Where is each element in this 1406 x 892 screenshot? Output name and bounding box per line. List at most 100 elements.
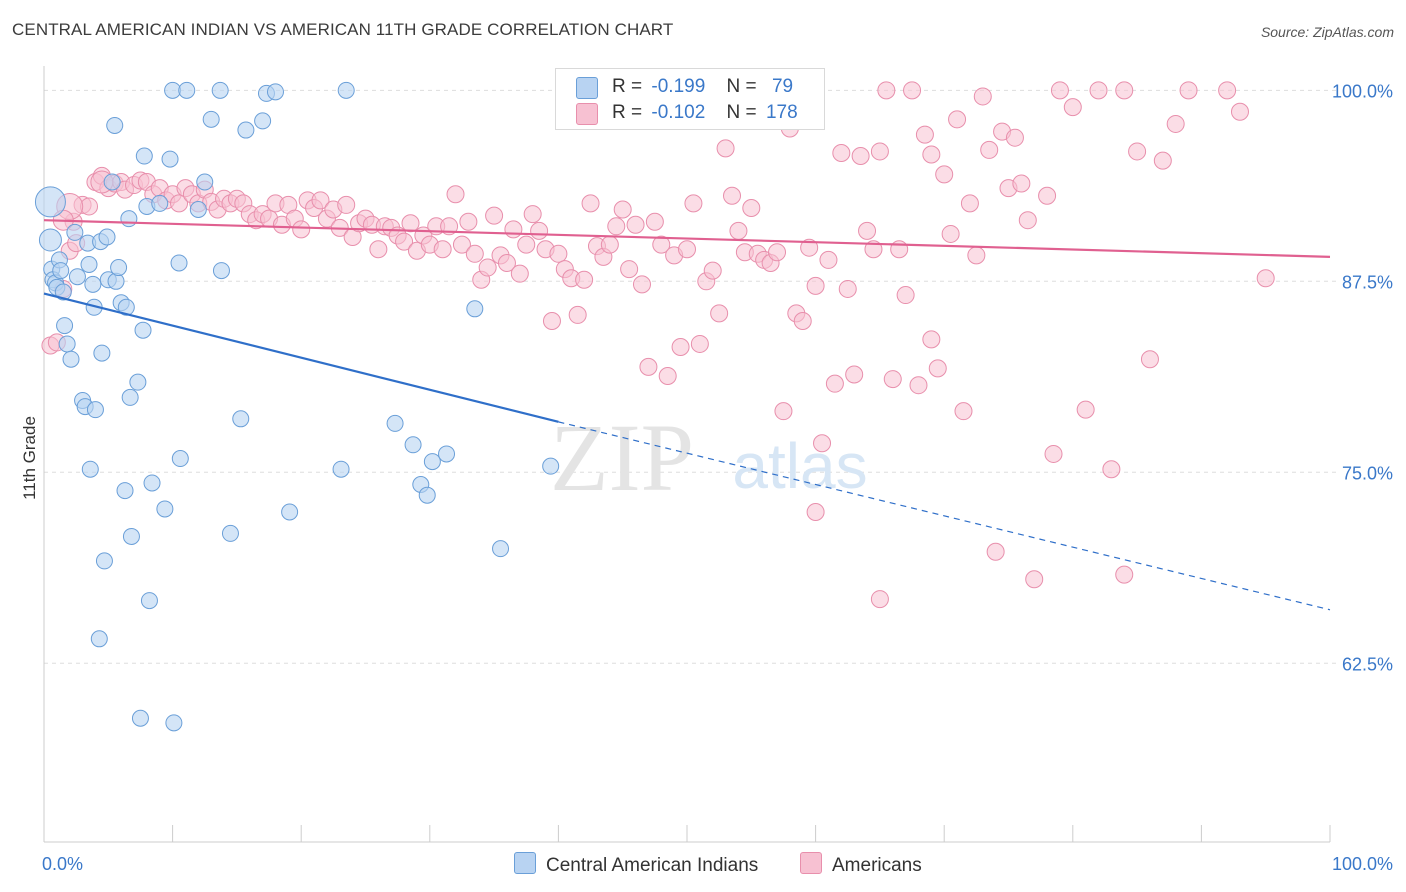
americans-point: [401, 214, 420, 233]
americans-point: [1076, 400, 1095, 419]
americans-point: [684, 194, 703, 213]
y-tick-label: 75.0%: [1342, 463, 1393, 483]
central-american-indians-point: [58, 335, 76, 353]
central-american-indians-point: [438, 445, 456, 463]
americans-point: [613, 200, 632, 219]
americans-point: [465, 244, 484, 263]
central-american-indians-point: [254, 112, 272, 130]
central-american-indians-point: [178, 81, 196, 99]
central-american-indians-point: [121, 388, 139, 406]
blue-swatch: [576, 77, 598, 99]
americans-point: [639, 357, 658, 376]
americans-point: [723, 186, 742, 205]
americans-point: [1230, 102, 1249, 121]
watermark-zip: ZIP: [550, 404, 694, 511]
watermark: ZIP atlas: [550, 404, 868, 511]
americans-point: [568, 305, 587, 324]
legend-r-label: R =: [612, 76, 643, 97]
y-tick-label: 100.0%: [1332, 81, 1393, 101]
americans-trend-line: [43, 219, 1331, 258]
americans-point: [645, 212, 664, 231]
americans-point: [774, 402, 793, 421]
bottom-legend-central-american-indians: Central American Indians: [514, 852, 758, 877]
central-american-indians-point: [211, 81, 229, 99]
source-label: Source: ZipAtlas.com: [1260, 24, 1394, 40]
central-american-indians-point: [107, 272, 125, 290]
americans-point: [1140, 350, 1159, 369]
central-american-indians-point: [98, 228, 116, 246]
central-american-indians-point: [266, 83, 284, 101]
americans-point: [967, 246, 986, 265]
y-tick-label: 62.5%: [1342, 654, 1393, 674]
bottom-legend-label: Central American Indians: [546, 855, 759, 876]
americans-point: [1115, 565, 1134, 584]
americans-point: [620, 260, 639, 279]
central-american-indians-point: [212, 262, 230, 280]
americans-point: [1218, 81, 1237, 100]
americans-point: [742, 198, 761, 217]
central-american-indians-trend-extension: [558, 421, 1331, 611]
central-american-indians-point: [221, 524, 239, 542]
americans-point: [922, 145, 941, 164]
americans-point: [729, 221, 748, 240]
legend-n-label: N =: [726, 102, 757, 123]
americans-point: [1089, 81, 1108, 100]
correlation-legend: R = -0.199 N = 79 R = -0.102 N = 178: [555, 68, 825, 130]
legend-r-label: R =: [612, 102, 643, 123]
central-american-indians-point: [189, 201, 207, 218]
central-american-indians-point: [34, 186, 66, 218]
americans-point: [523, 205, 542, 224]
americans-point: [1012, 174, 1031, 193]
americans-point: [652, 235, 671, 254]
central-american-indians-point: [106, 116, 124, 134]
central-american-indians-point: [170, 254, 188, 272]
central-american-indians-point: [103, 173, 121, 191]
americans-point: [292, 220, 311, 239]
central-american-indians-point: [418, 486, 436, 504]
central-american-indians-point: [93, 344, 111, 362]
americans-point: [973, 87, 992, 106]
central-american-indians-point: [54, 283, 72, 301]
americans-point: [1005, 128, 1024, 147]
central-american-indians-point: [281, 503, 299, 521]
americans-point: [1038, 186, 1057, 205]
americans-point: [858, 221, 877, 240]
americans-point: [877, 81, 896, 100]
americans-point: [716, 139, 735, 158]
legend-r-value-blue: -0.199: [651, 76, 706, 97]
central-american-indians-point: [80, 256, 98, 273]
americans-point: [870, 590, 889, 609]
central-american-indians-point: [156, 500, 174, 518]
americans-point: [575, 270, 594, 289]
legend-n-value-pink: 178: [765, 102, 798, 123]
americans-point: [935, 165, 954, 184]
central-american-indians-point: [165, 714, 183, 732]
bottom-legend-label: Americans: [832, 855, 922, 876]
americans-point: [1018, 211, 1037, 230]
central-american-indians-point: [164, 81, 182, 99]
americans-point: [510, 264, 529, 283]
central-american-indians-point: [386, 414, 404, 432]
central-american-indians-point: [134, 321, 152, 339]
central-american-indians-point: [122, 527, 140, 545]
central-american-indians-point: [62, 350, 80, 368]
central-american-indians-point: [423, 453, 441, 471]
americans-point: [768, 243, 787, 262]
americans-point: [960, 194, 979, 213]
americans-point: [986, 542, 1005, 561]
central-american-indians-point: [202, 110, 220, 128]
americans-point: [395, 232, 414, 251]
central-american-indians-points: [34, 81, 560, 732]
watermark-atlas: atlas: [732, 430, 867, 502]
americans-point: [1179, 81, 1198, 100]
central-american-indians-point: [52, 262, 70, 280]
central-american-indians-point: [56, 317, 74, 335]
americans-point: [838, 279, 857, 298]
americans-point: [600, 235, 619, 254]
americans-point: [530, 221, 549, 240]
pink-swatch: [800, 852, 822, 874]
central-american-indians-point: [120, 210, 138, 228]
americans-point: [1166, 114, 1185, 133]
central-american-indians-point: [143, 474, 161, 492]
